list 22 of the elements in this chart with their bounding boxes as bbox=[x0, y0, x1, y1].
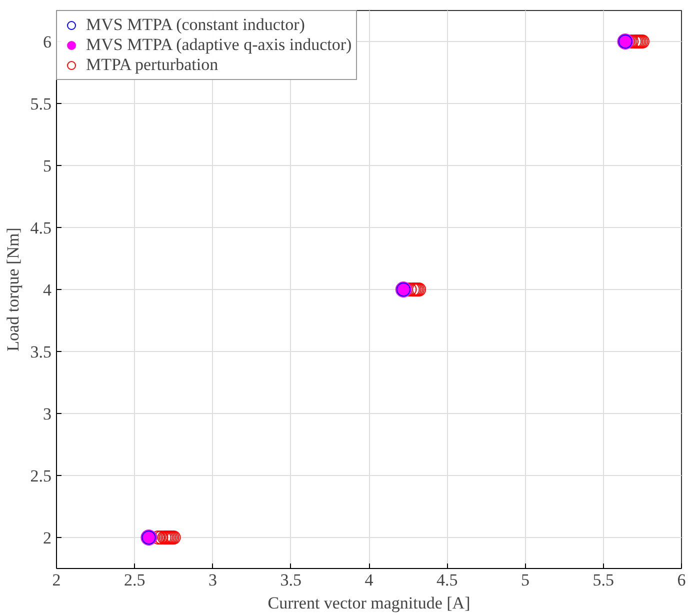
legend-label: MVS MTPA (adaptive q-axis inductor) bbox=[86, 35, 352, 55]
x-tick-label: 6 bbox=[677, 570, 686, 590]
x-tick-label: 4 bbox=[364, 570, 374, 590]
x-tick-label: 5.5 bbox=[592, 570, 614, 590]
y-tick-label: 3 bbox=[43, 404, 52, 424]
x-tick-label: 3 bbox=[208, 570, 217, 590]
y-tick-label: 4.5 bbox=[30, 218, 52, 238]
y-tick-label: 5.5 bbox=[30, 94, 52, 114]
x-tick-label: 2.5 bbox=[124, 570, 146, 590]
x-tick-label: 3.5 bbox=[280, 570, 302, 590]
y-tick-label: 5 bbox=[43, 156, 52, 176]
y-tick-label: 4 bbox=[43, 280, 52, 300]
legend-label: MTPA perturbation bbox=[86, 55, 218, 75]
y-axis-title: Load torque [Nm] bbox=[3, 228, 22, 352]
x-tick-label: 4.5 bbox=[436, 570, 458, 590]
x-axis-title: Current vector magnitude [A] bbox=[268, 594, 470, 612]
y-tick-label: 2 bbox=[43, 528, 52, 548]
legend-label: MVS MTPA (constant inductor) bbox=[86, 15, 305, 35]
x-tick-label: 5 bbox=[521, 570, 530, 590]
y-tick-label: 3.5 bbox=[30, 342, 52, 362]
y-tick-label: 2.5 bbox=[30, 466, 52, 486]
y-tick-label: 6 bbox=[43, 32, 52, 52]
